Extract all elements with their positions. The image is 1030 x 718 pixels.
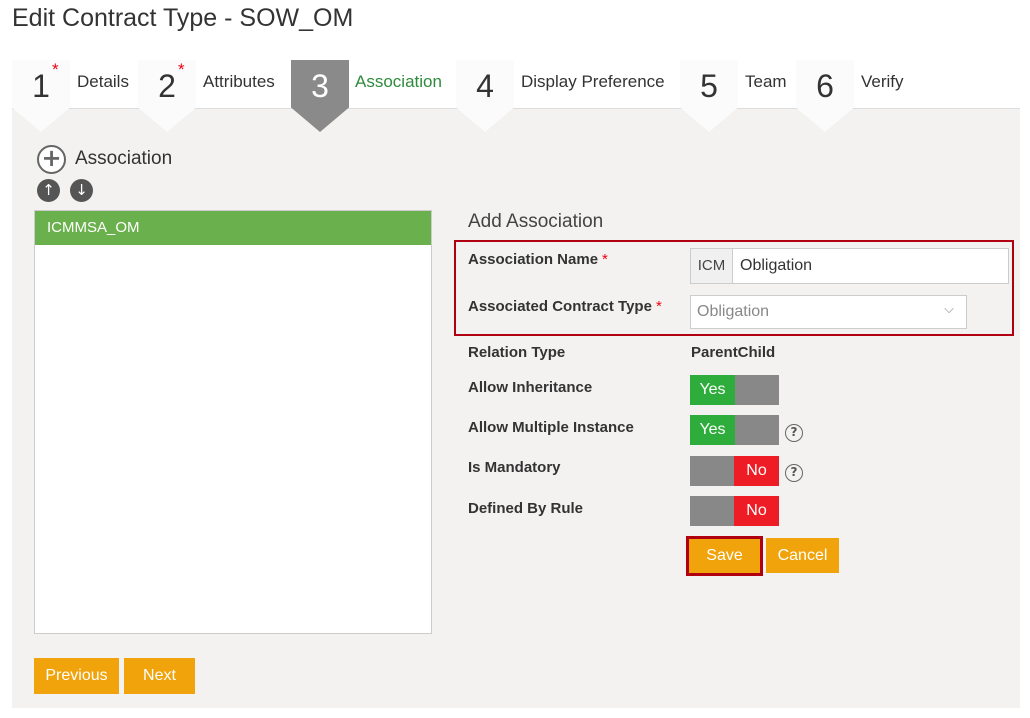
step-label[interactable]: Verify xyxy=(861,72,904,91)
add-association-label[interactable]: Association xyxy=(75,148,173,169)
step-label[interactable]: Details xyxy=(77,72,129,91)
help-icon[interactable]: ? xyxy=(785,424,803,442)
chevron-down-icon: ⌵ xyxy=(944,302,954,317)
name-value: Obligation xyxy=(740,257,813,274)
list-item[interactable]: ICMMSA_OM xyxy=(35,211,431,245)
highlight-box xyxy=(454,240,1014,336)
allow-multiple-instance-toggle[interactable]: Yes xyxy=(690,415,779,445)
is-mandatory-label: Is Mandatory xyxy=(468,459,561,476)
step-label[interactable]: Attributes xyxy=(203,72,275,91)
required-mark: * xyxy=(52,60,59,79)
allow-multiple-instance-label: Allow Multiple Instance xyxy=(468,419,634,436)
save-button[interactable]: Save xyxy=(686,536,763,576)
allow-inheritance-toggle[interactable]: Yes xyxy=(690,375,779,405)
association-name-label: Association Name * xyxy=(468,251,608,268)
associated-contract-type-label: Associated Contract Type * xyxy=(468,298,662,315)
arrow-up-icon[interactable]: ↑ xyxy=(37,179,60,202)
step-label[interactable]: Team xyxy=(745,72,787,91)
arrow-down-icon[interactable]: ↓ xyxy=(70,179,93,202)
step-label[interactable]: Association xyxy=(355,72,442,91)
required-mark: * xyxy=(178,60,185,79)
help-icon[interactable]: ? xyxy=(785,464,803,482)
allow-inheritance-label: Allow Inheritance xyxy=(468,379,593,396)
page-title: Edit Contract Type - SOW_OM xyxy=(12,4,354,32)
step-label[interactable]: Display Preference xyxy=(521,72,665,91)
cancel-button[interactable]: Cancel xyxy=(766,538,839,573)
contract-type-select[interactable]: Obligation ⌵ xyxy=(690,295,967,329)
association-name-field[interactable]: ICM Obligation xyxy=(690,248,1009,284)
is-mandatory-toggle[interactable]: No xyxy=(690,456,779,486)
defined-by-rule-label: Defined By Rule xyxy=(468,500,584,517)
form-heading: Add Association xyxy=(468,211,604,232)
association-list: ICMMSA_OM xyxy=(34,210,432,634)
defined-by-rule-toggle[interactable]: No xyxy=(690,496,779,526)
next-button[interactable]: Next xyxy=(124,658,195,694)
relation-type-value: ParentChild xyxy=(691,344,776,361)
previous-button[interactable]: Previous xyxy=(34,658,119,694)
relation-type-label: Relation Type xyxy=(468,344,566,361)
add-icon[interactable]: + xyxy=(37,145,66,174)
name-prefix: ICM xyxy=(691,249,733,283)
